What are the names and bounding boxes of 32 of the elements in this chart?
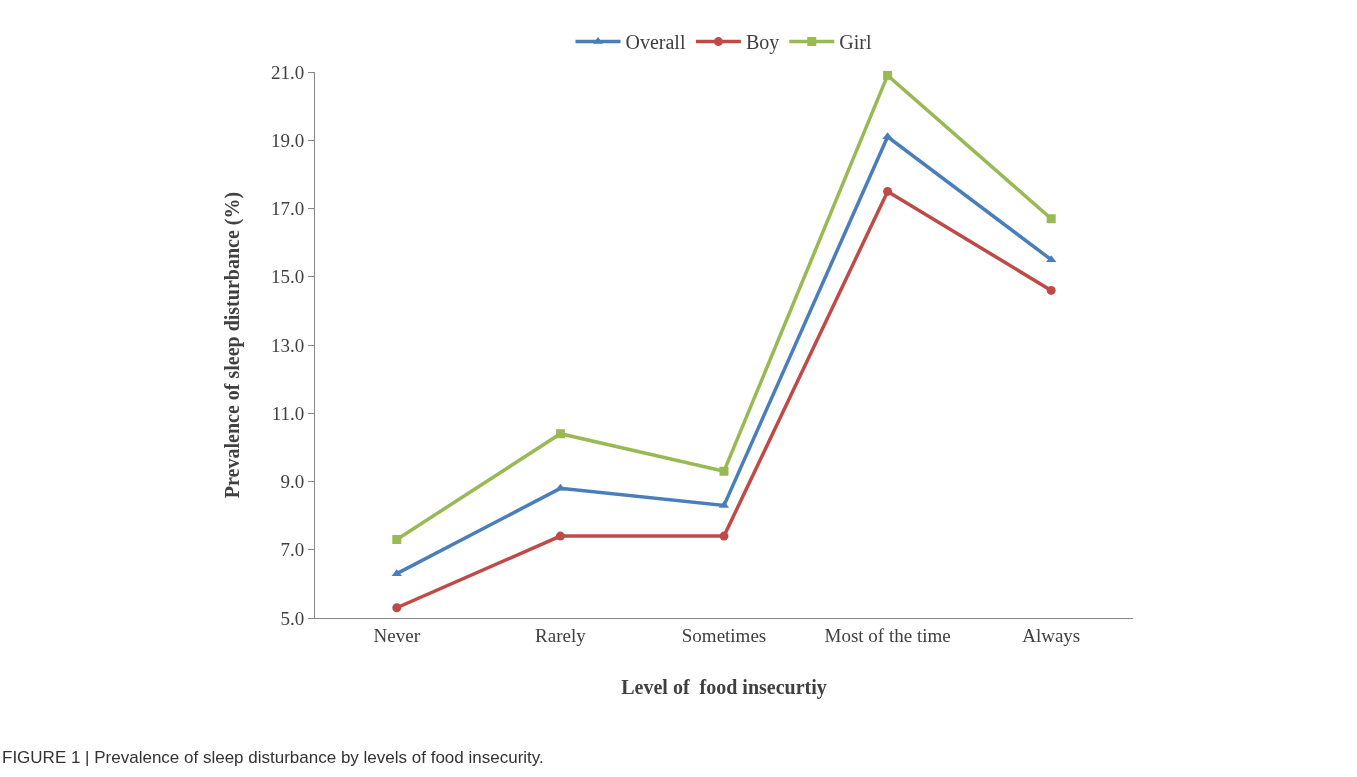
legend-label: Overall: [625, 31, 686, 54]
x-tick-label: Sometimes: [681, 624, 767, 646]
x-tick-label: Never: [373, 624, 421, 646]
y-tick-label: 17.0: [270, 198, 305, 220]
y-tick-label: 13.0: [270, 334, 305, 356]
caption: FIGURE 1 | Prevalence of sleep disturbance by levels of food insecurity.: [2, 748, 544, 767]
point: [392, 603, 402, 613]
point: [555, 483, 566, 491]
point: [1046, 214, 1056, 224]
x-tick-label: Rarely: [535, 624, 587, 646]
y-tick-label: 5.0: [280, 607, 305, 629]
y-axis-title: Prevalence of sleep disturbance (%): [221, 191, 245, 499]
point: [883, 186, 893, 196]
point: [883, 70, 893, 80]
y-tick-label: 7.0: [280, 539, 305, 561]
legend-label: Girl: [839, 31, 872, 54]
y-tick-label: 9.0: [280, 471, 305, 493]
y-tick-label: 11.0: [271, 402, 305, 424]
point: [392, 535, 402, 545]
legend-label: Boy: [745, 31, 780, 55]
x-axis-title: Level of food insecurtiy: [621, 676, 827, 700]
point: [719, 531, 729, 541]
point: [555, 429, 565, 439]
point: [1046, 285, 1056, 295]
y-tick-label: 19.0: [270, 129, 305, 151]
x-tick-label: Most of the time: [824, 624, 951, 646]
point: [719, 466, 729, 476]
point: [555, 531, 565, 541]
y-tick-label: 15.0: [270, 266, 305, 288]
point: [882, 132, 893, 140]
y-tick-label: 21.0: [270, 61, 305, 83]
x-tick-label: Always: [1022, 624, 1081, 646]
